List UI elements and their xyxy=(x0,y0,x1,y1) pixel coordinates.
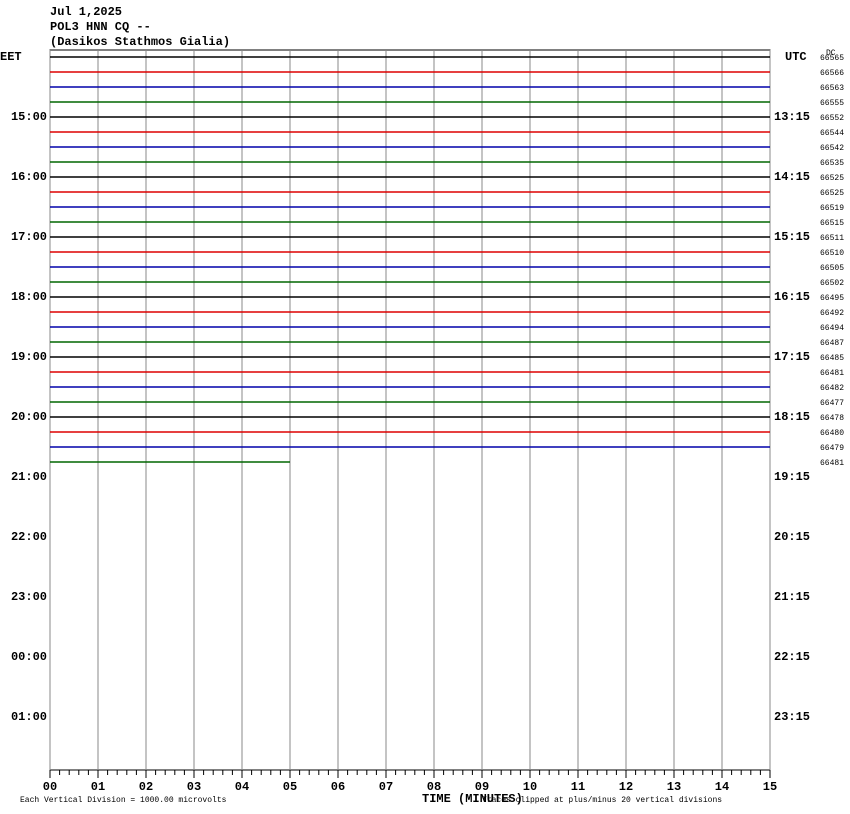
dc-value: 66525 xyxy=(820,189,844,198)
dc-value: 66565 xyxy=(820,54,844,63)
x-tick-label: 00 xyxy=(43,780,57,794)
left-hour-label: 18:00 xyxy=(11,290,47,304)
x-tick-label: 01 xyxy=(91,780,105,794)
dc-value: 66478 xyxy=(820,414,844,423)
dc-value: 66552 xyxy=(820,114,844,123)
x-tick-label: 15 xyxy=(763,780,777,794)
right-hour-label: 23:15 xyxy=(774,710,810,724)
left-hour-label: 00:00 xyxy=(11,650,47,664)
right-hour-label: 19:15 xyxy=(774,470,810,484)
left-hour-label: 21:00 xyxy=(11,470,47,484)
right-hour-label: 21:15 xyxy=(774,590,810,604)
dc-value: 66481 xyxy=(820,459,844,468)
dc-value: 66480 xyxy=(820,429,844,438)
dc-value: 66495 xyxy=(820,294,844,303)
x-tick-label: 02 xyxy=(139,780,153,794)
dc-value: 66515 xyxy=(820,219,844,228)
left-hour-label: 22:00 xyxy=(11,530,47,544)
right-hour-label: 15:15 xyxy=(774,230,810,244)
dc-value: 66485 xyxy=(820,354,844,363)
left-hour-label: 17:00 xyxy=(11,230,47,244)
x-tick-label: 11 xyxy=(571,780,585,794)
dc-value: 66477 xyxy=(820,399,844,408)
right-zone: UTC xyxy=(785,50,807,64)
dc-value: 66566 xyxy=(820,69,844,78)
dc-value: 66502 xyxy=(820,279,844,288)
x-tick-label: 05 xyxy=(283,780,297,794)
dc-value: 66487 xyxy=(820,339,844,348)
left-zone: EET xyxy=(0,50,22,64)
dc-value: 66544 xyxy=(820,129,844,138)
dc-value: 66511 xyxy=(820,234,844,243)
right-hour-label: 22:15 xyxy=(774,650,810,664)
dc-label: DC xyxy=(826,49,836,58)
right-hour-label: 16:15 xyxy=(774,290,810,304)
right-hour-label: 18:15 xyxy=(774,410,810,424)
right-hour-label: 17:15 xyxy=(774,350,810,364)
dc-value: 66482 xyxy=(820,384,844,393)
dc-value: 66479 xyxy=(820,444,844,453)
x-tick-label: 13 xyxy=(667,780,681,794)
x-tick-label: 10 xyxy=(523,780,537,794)
left-hour-label: 01:00 xyxy=(11,710,47,724)
right-hour-label: 20:15 xyxy=(774,530,810,544)
x-tick-label: 14 xyxy=(715,780,729,794)
dc-value: 66505 xyxy=(820,264,844,273)
dc-value: 66510 xyxy=(820,249,844,258)
left-hour-label: 16:00 xyxy=(11,170,47,184)
dc-value: 66542 xyxy=(820,144,844,153)
x-tick-label: 06 xyxy=(331,780,345,794)
dc-value: 66494 xyxy=(820,324,844,333)
scale-note: Each Vertical Division = 1000.00 microvo… xyxy=(20,796,227,805)
right-hour-label: 13:15 xyxy=(774,110,810,124)
dc-value: 66563 xyxy=(820,84,844,93)
dc-value: 66555 xyxy=(820,99,844,108)
dc-value: 66481 xyxy=(820,369,844,378)
x-tick-label: 03 xyxy=(187,780,201,794)
left-hour-label: 20:00 xyxy=(11,410,47,424)
dc-value: 66492 xyxy=(820,309,844,318)
date: Jul 1,2025 xyxy=(50,5,122,19)
left-hour-label: 15:00 xyxy=(11,110,47,124)
x-tick-label: 12 xyxy=(619,780,633,794)
station-name: (Dasikos Stathmos Gialia) xyxy=(50,35,230,49)
dc-value: 66519 xyxy=(820,204,844,213)
right-hour-label: 14:15 xyxy=(774,170,810,184)
dc-value: 66525 xyxy=(820,174,844,183)
clip-note: Traces clipped at plus/minus 20 vertical… xyxy=(482,796,722,805)
dc-value: 66535 xyxy=(820,159,844,168)
x-tick-label: 04 xyxy=(235,780,249,794)
station: POL3 HNN CQ -- xyxy=(50,20,151,34)
x-tick-label: 07 xyxy=(379,780,393,794)
left-hour-label: 19:00 xyxy=(11,350,47,364)
x-title: TIME (MINUTES) xyxy=(422,792,523,806)
x-tick-label: 09 xyxy=(475,780,489,794)
left-hour-label: 23:00 xyxy=(11,590,47,604)
x-tick-label: 08 xyxy=(427,780,441,794)
